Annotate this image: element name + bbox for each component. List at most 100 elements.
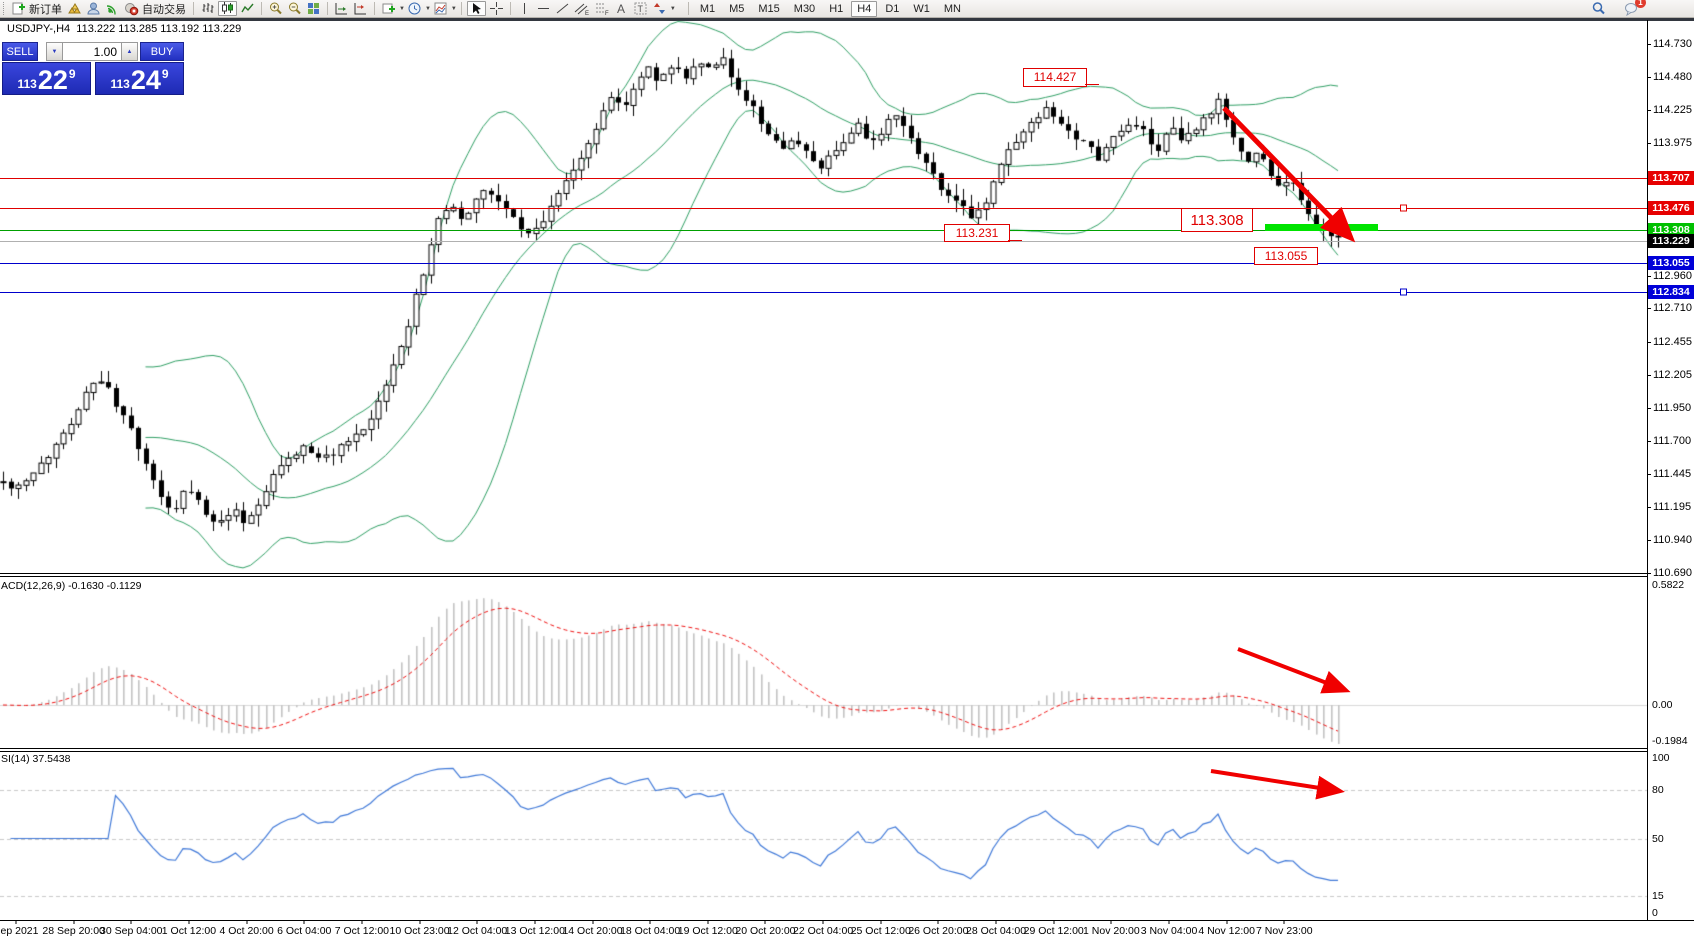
axis-tick-label: 112.205 (1653, 369, 1692, 381)
horizontal-line-icon[interactable] (535, 1, 552, 16)
pane-splitter-rsi[interactable] (0, 748, 1647, 752)
text-icon[interactable]: A (613, 1, 630, 16)
channel-icon[interactable]: E (573, 1, 591, 16)
line-drag-handle[interactable] (1400, 288, 1407, 296)
level-line-113.476[interactable] (0, 208, 1647, 209)
volume-input[interactable]: 1.00 (63, 42, 121, 61)
buy-button[interactable]: BUY (140, 42, 184, 61)
sell-price-point: 9 (68, 67, 76, 81)
templates-icon[interactable] (432, 1, 449, 16)
volume-decrease-button[interactable]: ▼ (46, 42, 63, 61)
gold-icon[interactable] (66, 1, 83, 16)
pane-splitter-macd[interactable] (0, 573, 1647, 577)
sell-price-pips: 22 (37, 65, 68, 95)
date-tick (73, 921, 75, 924)
date-label: 1 Oct 12:00 (161, 925, 217, 937)
tab-timeframe-M1[interactable]: M1 (699, 2, 716, 15)
date-tick (822, 921, 824, 924)
price-callout-113.308[interactable]: 113.308 (1181, 208, 1253, 232)
date-tick (707, 921, 709, 924)
date-label: 18 Oct 04:00 (620, 925, 681, 937)
vertical-line-icon[interactable] (516, 1, 533, 16)
date-label: 22 Oct 04:00 (793, 925, 854, 937)
axis-tick (1647, 573, 1651, 574)
text-label-icon[interactable]: T (632, 1, 649, 16)
date-label: Sep 2021 (0, 925, 39, 937)
line-drag-handle[interactable] (1400, 204, 1407, 212)
periods-icon[interactable] (406, 1, 423, 16)
arrows-icon[interactable] (651, 1, 668, 16)
fibonacci-icon[interactable]: F (593, 1, 611, 16)
axis-tick-label: 111.445 (1653, 468, 1692, 480)
axis-tick (1647, 507, 1651, 508)
price-callout-114.427[interactable]: 114.427 (1023, 67, 1087, 87)
sell-button[interactable]: SELL (2, 42, 38, 61)
axis-tick (1647, 441, 1651, 442)
callout-tether (1085, 84, 1099, 85)
profile-icon[interactable] (85, 1, 102, 16)
sell-price[interactable]: 113 22 9 (2, 62, 91, 95)
pane-axis-label: 80 (1652, 783, 1664, 796)
volume-increase-button[interactable]: ▲ (121, 42, 138, 61)
date-tick (534, 921, 536, 924)
tab-timeframe-M15[interactable]: M15 (758, 2, 780, 15)
one-click-trade-panel: SELL ▼ 1.00 ▲ BUY 113 22 9 113 24 9 (2, 42, 184, 95)
signal-icon[interactable] (104, 1, 121, 16)
auto-trading-button[interactable]: 自动交易 (142, 3, 186, 16)
axis-tick (1647, 276, 1651, 277)
chevron-down-icon[interactable]: ▼ (450, 5, 457, 12)
level-line-113.055[interactable] (0, 263, 1647, 264)
chevron-down-icon[interactable]: ▼ (424, 5, 431, 12)
level-line-113.707[interactable] (0, 178, 1647, 179)
trendline-icon[interactable] (554, 1, 571, 16)
chart-shift-icon[interactable] (352, 1, 369, 16)
level-price-label: 113.308 (1648, 223, 1694, 237)
chat-icon[interactable]: 1 (1623, 0, 1646, 16)
bar-chart-icon[interactable] (199, 1, 216, 16)
new-order-icon[interactable] (10, 1, 27, 16)
date-label: 28 Sep 20:00 (42, 925, 105, 937)
tab-timeframe-M5[interactable]: M5 (729, 2, 745, 15)
axis-tick-label: 114.225 (1653, 104, 1692, 116)
svg-text:A: A (617, 2, 625, 16)
date-label: 30 Sep 04:00 (100, 925, 163, 937)
macd-pane-canvas[interactable] (0, 577, 1647, 748)
add-indicator-icon[interactable] (380, 1, 397, 16)
line-chart-icon[interactable] (239, 1, 256, 16)
price-callout-113.055[interactable]: 113.055 (1254, 247, 1318, 265)
candlestick-chart-icon[interactable] (218, 1, 237, 16)
price-callout-113.231[interactable]: 113.231 (944, 224, 1010, 242)
auto-scroll-icon[interactable] (333, 1, 350, 16)
sell-price-base: 113 (17, 77, 37, 91)
tab-timeframe-H4[interactable]: H4 (851, 0, 878, 17)
tab-timeframe-W1[interactable]: W1 (913, 2, 930, 15)
date-tick (361, 921, 363, 924)
level-line-112.834[interactable] (0, 292, 1647, 293)
zoom-out-icon[interactable] (286, 1, 303, 16)
level-line-113.308[interactable] (0, 230, 1647, 231)
tab-timeframe-H1[interactable]: H1 (829, 2, 844, 15)
rsi-pane-canvas[interactable] (0, 751, 1647, 920)
crosshair-icon[interactable] (488, 1, 505, 16)
tile-windows-icon[interactable] (305, 1, 322, 16)
price-chart-canvas[interactable] (0, 20, 1647, 573)
axis-tick-label: 113.975 (1653, 137, 1692, 149)
price-axis-border (1647, 20, 1648, 920)
tab-timeframe-D1[interactable]: D1 (885, 2, 900, 15)
macd-label: ACD(12,26,9) -0.1630 -0.1129 (1, 580, 142, 592)
search-icon[interactable] (1590, 1, 1607, 16)
green-highlight-band[interactable] (1265, 224, 1378, 231)
chevron-down-icon[interactable]: ▼ (399, 5, 405, 12)
date-tick (1226, 921, 1228, 924)
chevron-down-icon[interactable]: ▼ (669, 5, 676, 12)
new-order-button[interactable]: 新订单 (29, 3, 62, 16)
auto-trading-icon[interactable] (123, 1, 140, 16)
level-line-113.229[interactable] (0, 241, 1647, 242)
tab-timeframe-M30[interactable]: M30 (793, 2, 816, 15)
zoom-in-icon[interactable] (267, 1, 284, 16)
tab-timeframe-MN[interactable]: MN (943, 2, 961, 15)
buy-price[interactable]: 113 24 9 (95, 62, 184, 95)
cursor-icon[interactable] (466, 1, 486, 16)
